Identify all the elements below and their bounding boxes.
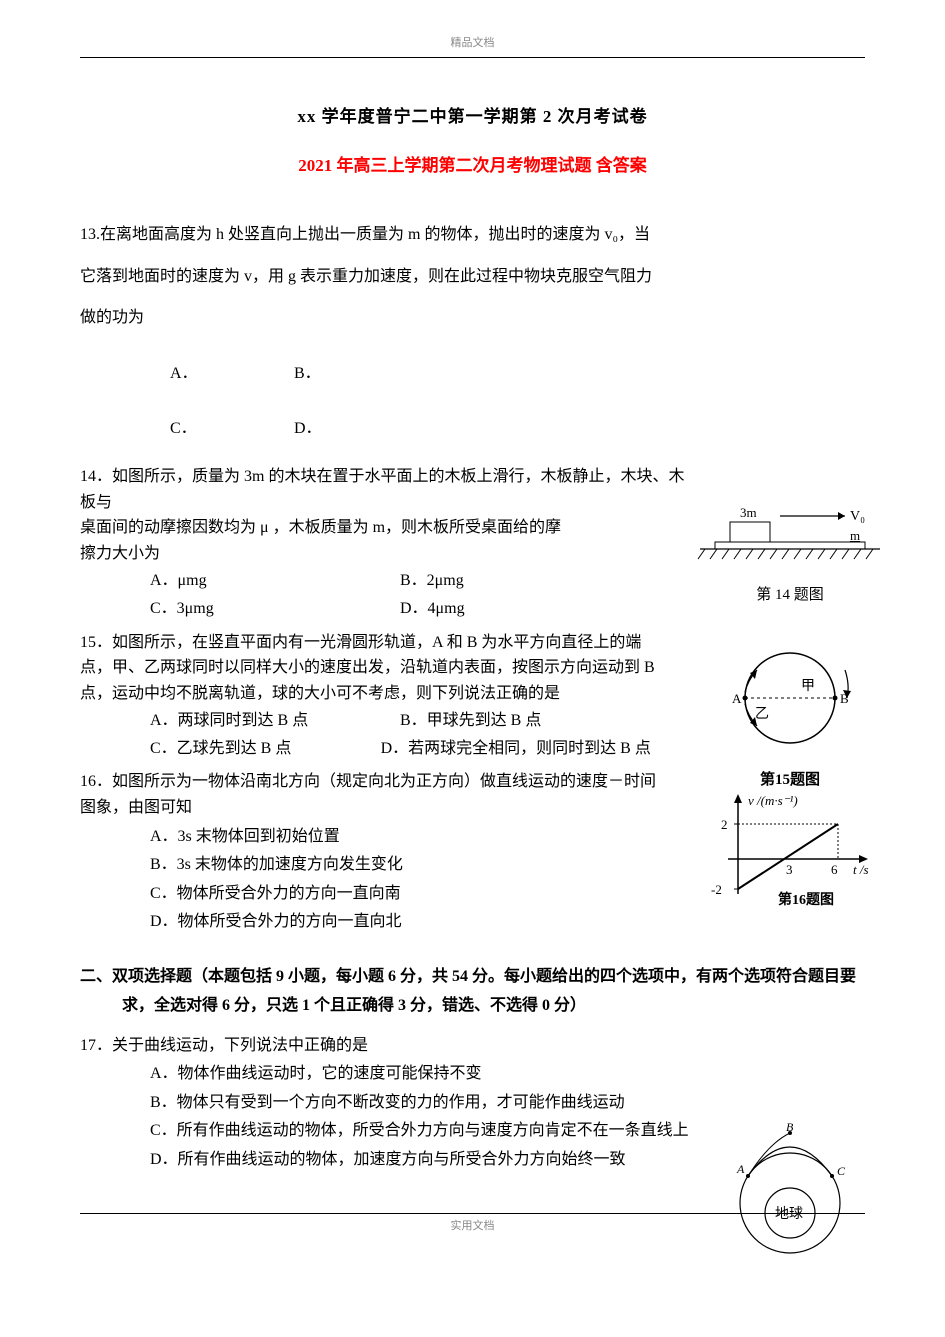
q16-opt-c: C．物体所受合外力的方向一直向南 xyxy=(150,881,685,907)
question-16: 16．如图所示为一物体沿南北方向（规定向北为正方向）做直线运动的速度－时间 图象… xyxy=(80,769,865,935)
fig17-earth: 地球 xyxy=(775,1206,803,1222)
q14-options: A．μmg B．2μmg C．3μmg D．4μmg xyxy=(80,568,685,621)
q15-line2: 点，甲、乙两球同时以同样大小的速度出发，沿轨道内表面，按图示方向运动到 B xyxy=(80,659,655,676)
q13-line3: 做的功为 xyxy=(80,309,144,326)
q13-num: 13. xyxy=(80,226,100,243)
q15-line1: 如图所示，在竖直平面内有一光滑圆形轨道，A 和 B 为水平方向直径上的端 xyxy=(112,634,641,651)
q14-opt-a: A．μmg xyxy=(150,568,400,594)
q17-stem: 关于曲线运动，下列说法中正确的是 xyxy=(112,1037,368,1054)
q13-opt-d: D． xyxy=(294,408,414,450)
question-17: 17．关于曲线运动，下列说法中正确的是 A．物体作曲线运动时，它的速度可能保持不… xyxy=(80,1033,865,1173)
fig16-ylabel: v /(m·s⁻¹) xyxy=(748,793,798,808)
q15-line3: 点，运动中均不脱离轨道，球的大小可不考虑，则下列说法正确的是 xyxy=(80,685,560,702)
header-watermark: 精品文档 xyxy=(80,35,865,58)
q13-opt-a: A． xyxy=(170,353,290,395)
question-13: 13.在离地面高度为 h 处竖直向上抛出一质量为 m 的物体，抛出时的速度为 v… xyxy=(80,214,865,450)
q13-line2: 它落到地面时的速度为 v，用 g 表示重力加速度，则在此过程中物块克服空气阻力 xyxy=(80,268,652,285)
fig16-caption: 第16题图 xyxy=(778,891,834,908)
fig17-B: B xyxy=(786,1123,794,1134)
q17-opt-c: C．所有作曲线运动的物体，所受合外力方向与速度方向肯定不在一条直线上 xyxy=(150,1118,705,1144)
fig15-A: A xyxy=(732,691,742,706)
q16-options: A．3s 末物体回到初始位置 B．3s 末物体的加速度方向发生变化 C．物体所受… xyxy=(80,824,685,935)
q15-opt-c: C．乙球先到达 B 点 xyxy=(150,736,381,762)
q13-opt-c: C． xyxy=(170,408,290,450)
q13-options-row1: A． B． xyxy=(80,353,865,395)
section-2-heading: 二、双项选择题（本题包括 9 小题，每小题 6 分，共 54 分。每小题给出的四… xyxy=(122,963,865,1021)
q15-opt-d: D．若两球完全相同，则同时到达 B 点 xyxy=(381,736,685,762)
fig16-y2: 2 xyxy=(721,817,728,832)
q16-line1: 如图所示为一物体沿南北方向（规定向北为正方向）做直线运动的速度－时间 xyxy=(112,773,656,790)
q16-line2: 图象，由图可知 xyxy=(80,799,192,816)
q14-line2: 桌面间的动摩擦因数均为 μ ，木板质量为 m，则木板所受桌面给的摩 xyxy=(80,519,561,536)
figure-17: 地球 A B C xyxy=(695,1123,885,1272)
q14-opt-c: C．3μmg xyxy=(150,596,400,622)
q16-opt-a: A．3s 末物体回到初始位置 xyxy=(150,824,685,850)
q16-num: 16． xyxy=(80,773,112,790)
fig16-yn2: -2 xyxy=(711,882,722,897)
q15-opt-b: B．甲球先到达 B 点 xyxy=(400,708,650,734)
q13-opt-b: B． xyxy=(294,353,414,395)
fig17-A: A xyxy=(736,1162,745,1176)
q14-opt-d: D．4μmg xyxy=(400,596,650,622)
fig15-yi: 乙 xyxy=(755,706,769,722)
q17-opt-b: B．物体只有受到一个方向不断改变的力的作用，才可能作曲线运动 xyxy=(150,1090,705,1116)
fig16-x6: 6 xyxy=(831,862,838,877)
question-15: 15．如图所示，在竖直平面内有一光滑圆形轨道，A 和 B 为水平方向直径上的端 … xyxy=(80,630,865,762)
fig14-label-m: m xyxy=(850,528,860,543)
q14-opt-b: B．2μmg xyxy=(400,568,650,594)
fig16-xlabel: t /s xyxy=(853,862,869,877)
figure-14: 3m m V₀ 第 14 题图 xyxy=(695,504,885,607)
subtitle: 2021 年高三上学期第二次月考物理试题 含答案 xyxy=(80,152,865,179)
q16-opt-b: B．3s 末物体的加速度方向发生变化 xyxy=(150,852,685,878)
q15-num: 15． xyxy=(80,634,112,651)
q13-line1: 在离地面高度为 h 处竖直向上抛出一质量为 m 的物体，抛出时的速度为 v₀，当 xyxy=(100,226,650,243)
q15-options: A．两球同时到达 B 点 B．甲球先到达 B 点 C．乙球先到达 B 点 D．若… xyxy=(80,708,685,761)
q14-line1: 如图所示，质量为 3m 的木块在置于水平面上的木板上滑行，木板静止，木块、木板与 xyxy=(80,468,684,511)
q17-opt-d: D．所有作曲线运动的物体，加速度方向与所受合外力方向始终一致 xyxy=(150,1147,705,1173)
q13-options-row2: C． D． xyxy=(80,408,865,450)
fig16-x3: 3 xyxy=(786,862,793,877)
fig14-label-v0: V₀ xyxy=(850,509,865,524)
fig14-caption: 第 14 题图 xyxy=(695,583,885,607)
main-title: xx 学年度普宁二中第一学期第 2 次月考试卷 xyxy=(80,103,865,130)
fig15-jia: 甲 xyxy=(801,679,815,694)
q17-options: A．物体作曲线运动时，它的速度可能保持不变 B．物体只有受到一个方向不断改变的力… xyxy=(80,1061,705,1172)
figure-16: v /(m·s⁻¹) t /s 2 -2 3 6 第16题图 xyxy=(695,789,885,923)
q17-num: 17． xyxy=(80,1037,112,1054)
q14-num: 14． xyxy=(80,468,112,485)
question-14: 14．如图所示，质量为 3m 的木块在置于水平面上的木板上滑行，木板静止，木块、… xyxy=(80,464,865,622)
fig14-label-3m: 3m xyxy=(740,505,757,520)
q16-opt-d: D．物体所受合外力的方向一直向北 xyxy=(150,909,685,935)
q15-opt-a: A．两球同时到达 B 点 xyxy=(150,708,400,734)
q14-line3: 擦力大小为 xyxy=(80,545,160,562)
fig17-C: C xyxy=(837,1164,846,1178)
q17-opt-a: A．物体作曲线运动时，它的速度可能保持不变 xyxy=(150,1061,705,1087)
